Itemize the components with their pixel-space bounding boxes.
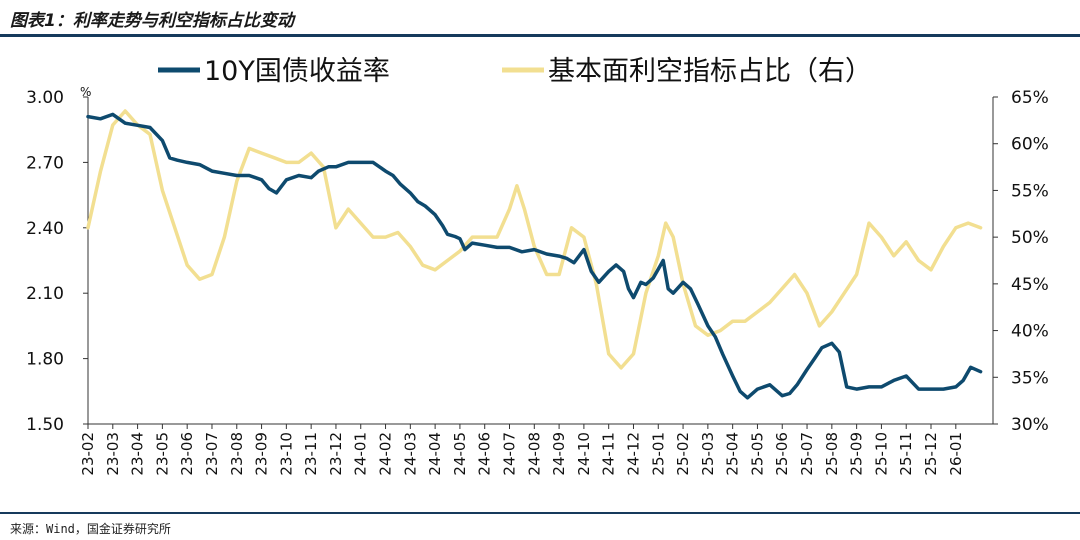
x-tick-label: 23-03 (104, 432, 122, 476)
x-tick-label: 25-05 (748, 432, 766, 476)
x-tick-label: 25-01 (649, 432, 667, 476)
y-right-tick-label: 65% (1011, 88, 1049, 108)
legend-label-bearish-share: 基本面利空指标占比（右） (548, 56, 872, 87)
x-tick-label: 25-04 (724, 432, 742, 476)
x-tick-label: 24-02 (377, 432, 395, 476)
top-rule (0, 34, 1080, 37)
y-right-tick-label: 30% (1011, 415, 1049, 435)
x-tick-label: 23-09 (253, 432, 271, 476)
x-tick-label: 23-02 (79, 432, 97, 476)
legend-label-10y-yield: 10Y国债收益率 (204, 56, 390, 87)
chart-title: 图表1：利率走势与利空指标占比变动 (10, 11, 294, 31)
x-tick-label: 23-10 (277, 432, 295, 476)
source-note: 来源：Wind，国金证券研究所 (10, 522, 171, 536)
x-tick-label: 24-10 (575, 432, 593, 476)
x-tick-label: 24-04 (426, 432, 444, 476)
y-left-tick-label: 1.80 (26, 350, 64, 370)
y-right-tick-label: 55% (1011, 181, 1049, 201)
series-line-bearish-share (86, 109, 983, 370)
x-tick-label: 23-06 (178, 432, 196, 476)
x-tick-label: 24-01 (352, 432, 370, 476)
x-tick-label: 24-09 (550, 432, 568, 476)
y-left-tick-label: 2.40 (26, 219, 64, 239)
x-tick-label: 23-11 (302, 432, 320, 476)
x-tick-label: 26-01 (947, 432, 965, 476)
series-line-10y-yield (86, 112, 983, 400)
x-tick-label: 25-06 (773, 432, 791, 476)
x-tick-label: 25-02 (674, 432, 692, 476)
y-left-unit: % (80, 85, 91, 99)
y-right-tick-label: 50% (1011, 228, 1049, 248)
y-left-tick-label: 2.10 (26, 284, 64, 304)
legend: 10Y国债收益率 基本面利空指标占比（右） (158, 56, 872, 87)
axes: 3.00 2.70 2.40 2.10 1.80 1.50% 65% 60% 55% 50% 45%… (26, 85, 1049, 476)
x-tick-label: 24-05 (451, 432, 469, 476)
x-tick-label: 25-07 (798, 432, 816, 476)
x-tick-label: 25-09 (848, 432, 866, 476)
x-tick-label: 25-11 (897, 432, 915, 476)
x-tick-label: 23-05 (153, 432, 171, 476)
x-tick-label: 24-03 (401, 432, 419, 476)
y-right-tick-label: 35% (1011, 368, 1049, 388)
title-bar: 图表1：利率走势与利空指标占比变动 (0, 0, 1080, 38)
y-left-tick-label: 3.00 (26, 88, 64, 108)
x-tick-label: 24-06 (476, 432, 494, 476)
x-tick-label: 25-10 (872, 432, 890, 476)
y-right-tick-label: 60% (1011, 135, 1049, 155)
series-layer (86, 109, 983, 400)
x-tick-label: 24-08 (525, 432, 543, 476)
x-tick-label: 24-07 (501, 432, 519, 476)
x-tick-label: 23-04 (129, 432, 147, 476)
x-tick-label: 23-12 (327, 432, 345, 476)
y-right-tick-label: 40% (1011, 322, 1049, 342)
x-tick-label: 24-11 (600, 432, 618, 476)
x-tick-label: 25-12 (922, 432, 940, 476)
y-right-tick-label: 45% (1011, 275, 1049, 295)
x-tick-label: 25-03 (699, 432, 717, 476)
x-tick-label: 24-12 (624, 432, 642, 476)
x-tick-label: 25-08 (823, 432, 841, 476)
y-left-tick-label: 1.50 (26, 415, 64, 435)
x-tick-label: 23-07 (203, 432, 221, 476)
y-left-tick-label: 2.70 (26, 153, 64, 173)
x-tick-label: 23-08 (228, 432, 246, 476)
bottom-rule (0, 512, 1080, 514)
